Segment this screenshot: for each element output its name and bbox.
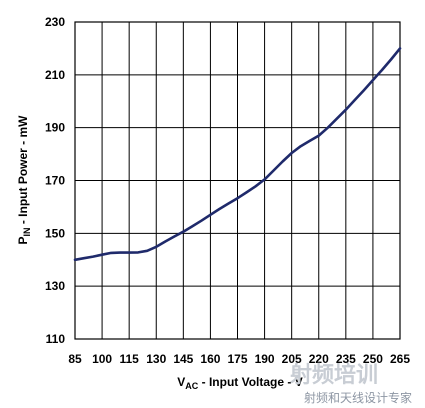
y-tick-label: 230 <box>45 15 65 29</box>
y-axis-title-sub: IN <box>22 227 32 236</box>
x-tick-label: 235 <box>336 352 356 366</box>
x-tick-label: 175 <box>227 352 247 366</box>
y-tick-label: 110 <box>46 332 66 346</box>
x-tick-label: 265 <box>390 352 410 366</box>
y-tick-label: 130 <box>45 279 65 293</box>
y-axis-title: PIN - Input Power - mW <box>16 115 32 245</box>
x-tick-label: 205 <box>282 352 302 366</box>
y-tick-labels: 110 130 150 170 190 210 230 <box>45 15 65 346</box>
y-tick-label: 190 <box>45 121 65 135</box>
x-axis-title-rest: - Input Voltage - V <box>198 375 302 389</box>
y-axis-title-main: P <box>16 236 30 244</box>
plot-frame <box>74 21 401 340</box>
x-tick-labels: 85 100 115 130 145 160 175 190 205 220 235 250 265 <box>68 352 410 366</box>
watermark-logo: 射频培训 <box>289 362 378 388</box>
x-axis-title: VAC - Input Voltage - V <box>177 375 302 391</box>
x-tick-label: 145 <box>173 352 193 366</box>
y-tick-label: 170 <box>45 174 65 188</box>
watermark-tagline: 射频和天线设计专家 <box>304 390 412 405</box>
y-tick-label: 210 <box>45 68 65 82</box>
x-tick-label: 130 <box>146 352 166 366</box>
x-tick-label: 160 <box>200 352 220 366</box>
grid <box>74 21 401 340</box>
series-line <box>73 47 402 262</box>
watermark: 射频培训 射频和天线设计专家 <box>289 362 412 405</box>
x-axis-title-sub: AC <box>185 381 198 391</box>
y-axis-title-rest: - Input Power - mW <box>16 115 30 228</box>
x-tick-label: 250 <box>363 352 383 366</box>
x-tick-label: 85 <box>68 352 82 366</box>
x-tick-label: 220 <box>309 352 329 366</box>
y-tick-label: 150 <box>45 226 65 240</box>
x-tick-label: 190 <box>255 352 275 366</box>
x-tick-label: 115 <box>119 352 139 366</box>
x-tick-label: 100 <box>92 352 112 366</box>
x-axis-title-main: V <box>177 375 185 389</box>
series-layer <box>73 47 402 262</box>
